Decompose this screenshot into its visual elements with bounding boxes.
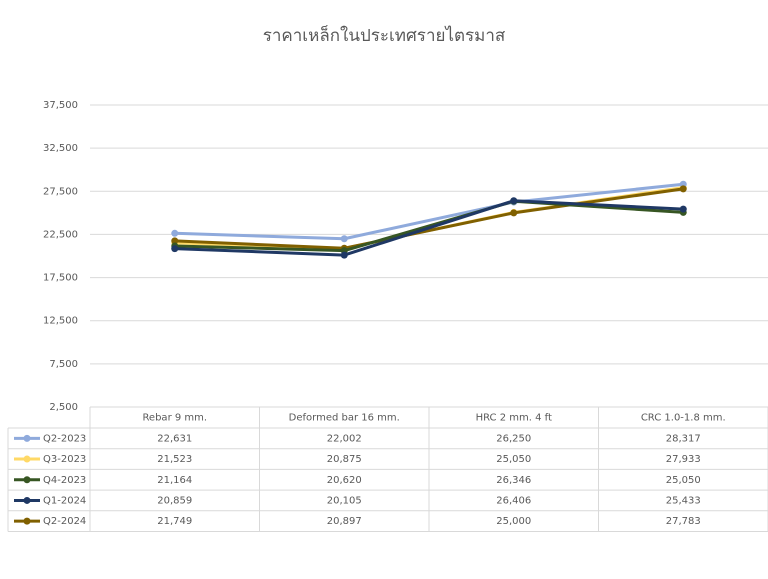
y-tick-label: 12,500 <box>43 316 78 327</box>
legend-label: Q4-2023 <box>43 475 86 486</box>
table-value: 25,433 <box>666 495 701 506</box>
table-value: 27,783 <box>666 516 701 527</box>
table-value: 21,523 <box>157 454 192 465</box>
y-tick-label: 17,500 <box>43 273 78 284</box>
x-tick-label: Deformed bar 16 mm. <box>289 413 400 424</box>
table-value: 25,000 <box>496 516 531 527</box>
point-marker <box>340 251 348 259</box>
legend-label: Q2-2024 <box>43 516 86 527</box>
legend-marker <box>23 476 31 484</box>
table-value: 20,875 <box>327 454 362 465</box>
x-tick-label: Rebar 9 mm. <box>142 413 207 424</box>
legend-marker <box>23 517 31 525</box>
table-value: 20,897 <box>327 516 362 527</box>
table-value: 20,620 <box>327 475 362 486</box>
chart-title: ราคาเหล็กในประเทศรายไตรมาส <box>263 24 506 46</box>
point-marker <box>679 205 687 213</box>
point-marker <box>679 185 687 193</box>
table-value: 25,050 <box>496 454 531 465</box>
y-tick-label: 32,500 <box>43 143 78 154</box>
series-line <box>174 199 684 253</box>
table-value: 20,105 <box>327 495 362 506</box>
y-tick-label: 27,500 <box>43 186 78 197</box>
table-value: 25,050 <box>666 475 701 486</box>
x-tick-label: CRC 1.0-1.8 mm. <box>641 413 726 424</box>
legend-marker <box>23 434 31 442</box>
table-value: 20,859 <box>157 495 192 506</box>
x-tick-label: HRC 2 mm. 4 ft <box>476 413 552 424</box>
point-marker <box>171 229 179 237</box>
y-tick-label: 7,500 <box>49 359 78 370</box>
series-line <box>174 182 684 241</box>
y-tick-label: 37,500 <box>43 100 78 111</box>
series-line <box>174 187 684 250</box>
table-value: 26,346 <box>496 475 531 486</box>
table-value: 22,631 <box>157 433 192 444</box>
y-tick-label: 2,500 <box>49 402 78 413</box>
series-line <box>174 199 684 257</box>
legend-marker <box>23 496 31 504</box>
legend-label: Q1-2024 <box>43 495 86 506</box>
point-marker <box>171 245 179 253</box>
table-value: 26,250 <box>496 433 531 444</box>
table-value: 27,933 <box>666 454 701 465</box>
legend-label: Q2-2023 <box>43 433 86 444</box>
table-value: 28,317 <box>666 433 701 444</box>
table-value: 21,749 <box>157 516 192 527</box>
table-value: 26,406 <box>496 495 531 506</box>
legend-marker <box>23 455 31 463</box>
table-value: 21,164 <box>157 475 192 486</box>
point-marker <box>510 197 518 205</box>
y-tick-label: 22,500 <box>43 229 78 240</box>
legend-label: Q3-2023 <box>43 454 86 465</box>
point-marker <box>510 209 518 217</box>
table-value: 22,002 <box>327 433 362 444</box>
point-marker <box>171 237 179 245</box>
point-marker <box>340 235 348 243</box>
